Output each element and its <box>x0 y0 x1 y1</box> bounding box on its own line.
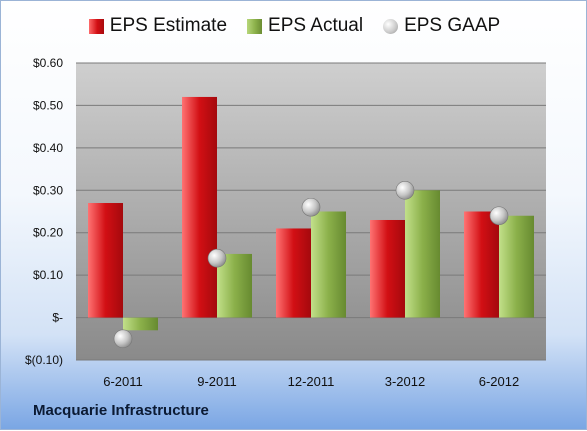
x-tick-label: 9-2011 <box>197 374 237 389</box>
estimate-bar <box>370 219 405 318</box>
legend-label-actual: EPS Actual <box>268 15 364 36</box>
gaap-point <box>113 329 133 349</box>
gaap-point <box>301 197 321 217</box>
gaap-point <box>207 248 227 268</box>
y-tick-label: $(0.10) <box>25 353 63 367</box>
actual-bar <box>123 317 158 331</box>
actual-bar <box>311 211 346 318</box>
actual-bar <box>405 190 440 318</box>
estimate-bar <box>276 228 311 318</box>
legend-item-gaap: EPS GAAP <box>383 15 500 37</box>
gaap-point <box>489 206 509 226</box>
legend-label-estimate: EPS Estimate <box>109 15 228 36</box>
x-tick-label: 12-2011 <box>288 374 335 389</box>
legend-swatch-estimate <box>88 18 104 34</box>
y-tick-label: $- <box>52 311 63 325</box>
estimate-bar <box>182 96 217 318</box>
legend-item-estimate: EPS Estimate <box>88 15 228 37</box>
estimate-bar <box>464 211 499 318</box>
legend-label-gaap: EPS GAAP <box>404 15 501 36</box>
company-name: Macquarie Infrastructure <box>33 402 209 419</box>
x-tick-label: 6-2012 <box>479 374 519 389</box>
x-tick-label: 3-2012 <box>385 374 425 389</box>
y-tick-label: $0.60 <box>33 56 63 70</box>
y-tick-label: $0.20 <box>33 226 63 240</box>
y-tick-label: $0.10 <box>33 268 63 282</box>
y-tick-label: $0.40 <box>33 141 63 155</box>
legend-swatch-actual <box>247 18 263 34</box>
y-tick-label: $0.30 <box>33 183 63 197</box>
estimate-bar <box>88 203 123 318</box>
legend: EPS Estimate EPS Actual EPS GAAP <box>1 15 587 37</box>
y-tick-label: $0.50 <box>33 98 63 112</box>
actual-bar <box>499 215 534 318</box>
legend-swatch-gaap <box>383 18 399 34</box>
gaap-point <box>395 180 415 200</box>
x-tick-label: 6-2011 <box>103 374 143 389</box>
legend-item-actual: EPS Actual <box>247 15 363 37</box>
